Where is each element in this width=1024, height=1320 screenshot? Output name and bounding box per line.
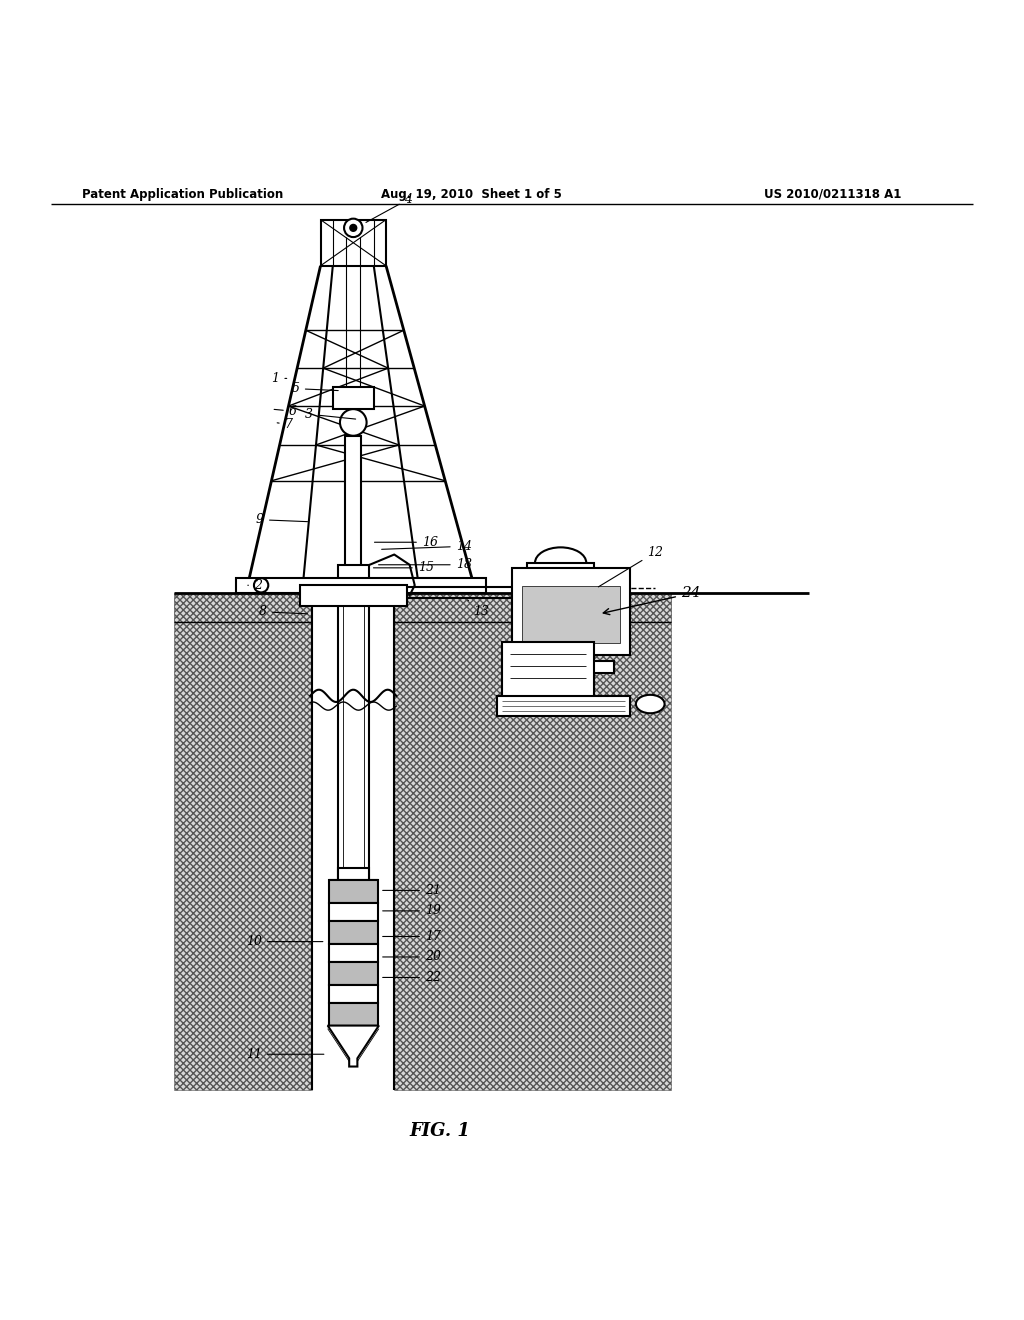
Bar xyxy=(497,696,630,717)
Text: 17: 17 xyxy=(383,931,441,942)
Bar xyxy=(300,585,407,606)
Bar xyxy=(329,985,378,1003)
Ellipse shape xyxy=(636,694,665,713)
Text: 16: 16 xyxy=(375,536,438,549)
Text: 11: 11 xyxy=(246,1048,324,1061)
Circle shape xyxy=(350,224,356,231)
Text: 6: 6 xyxy=(274,405,297,417)
Bar xyxy=(329,962,378,985)
Bar xyxy=(321,219,386,265)
Text: 9: 9 xyxy=(256,513,307,527)
Text: Patent Application Publication: Patent Application Publication xyxy=(82,187,284,201)
Text: US 2010/0211318 A1: US 2010/0211318 A1 xyxy=(764,187,901,201)
Text: FIG. 1: FIG. 1 xyxy=(410,1122,471,1140)
Text: 13: 13 xyxy=(468,601,489,618)
Circle shape xyxy=(340,409,367,436)
Circle shape xyxy=(254,578,268,593)
Bar xyxy=(338,867,369,880)
Bar xyxy=(174,622,312,1090)
Bar xyxy=(329,880,378,903)
Text: 24: 24 xyxy=(603,586,700,615)
Bar xyxy=(329,1003,378,1026)
Bar xyxy=(394,594,671,622)
Text: 15: 15 xyxy=(374,561,434,574)
Text: 5: 5 xyxy=(292,383,338,395)
Text: Aug. 19, 2010  Sheet 1 of 5: Aug. 19, 2010 Sheet 1 of 5 xyxy=(381,187,561,201)
Bar xyxy=(338,565,369,583)
Bar xyxy=(502,642,594,698)
Bar xyxy=(512,568,630,655)
Bar xyxy=(345,436,361,576)
Text: 21: 21 xyxy=(383,884,441,896)
Text: 4: 4 xyxy=(366,193,413,223)
Text: 7: 7 xyxy=(278,418,293,430)
Bar xyxy=(329,921,378,944)
Bar xyxy=(329,903,378,921)
Text: 1: 1 xyxy=(271,372,287,385)
Bar xyxy=(527,661,614,673)
Bar xyxy=(174,594,312,622)
Text: 18: 18 xyxy=(379,558,472,572)
Bar xyxy=(522,586,620,643)
Bar xyxy=(527,562,594,602)
Text: 10: 10 xyxy=(246,935,323,948)
Text: 14: 14 xyxy=(382,540,472,553)
Text: 22: 22 xyxy=(383,972,441,983)
Circle shape xyxy=(344,219,362,238)
Bar xyxy=(236,578,486,594)
Bar xyxy=(329,944,378,962)
Polygon shape xyxy=(328,1026,379,1067)
Text: 19: 19 xyxy=(383,904,441,917)
Text: 2: 2 xyxy=(248,578,262,591)
Text: 12: 12 xyxy=(598,546,664,587)
Text: 3: 3 xyxy=(305,408,355,421)
Text: 20: 20 xyxy=(383,950,441,964)
Bar xyxy=(394,622,671,1090)
Bar xyxy=(338,594,369,916)
Bar xyxy=(333,387,374,409)
Text: 8: 8 xyxy=(259,606,307,618)
